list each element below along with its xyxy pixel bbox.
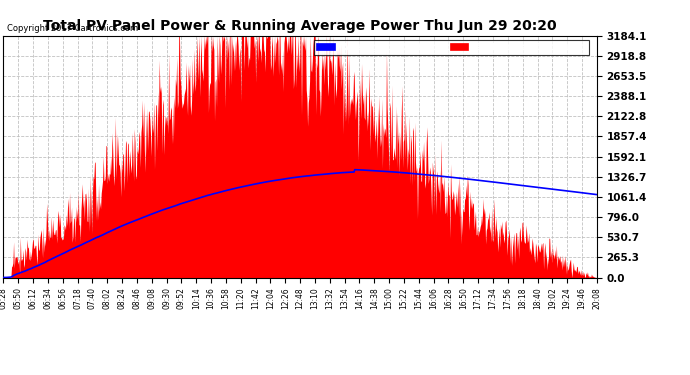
Legend: Average  (DC Watts), PV Panels  (DC Watts): Average (DC Watts), PV Panels (DC Watts) [314, 40, 589, 54]
Title: Total PV Panel Power & Running Average Power Thu Jun 29 20:20: Total PV Panel Power & Running Average P… [43, 19, 557, 33]
Text: Copyright 2017 Cartronics.com: Copyright 2017 Cartronics.com [7, 24, 138, 33]
